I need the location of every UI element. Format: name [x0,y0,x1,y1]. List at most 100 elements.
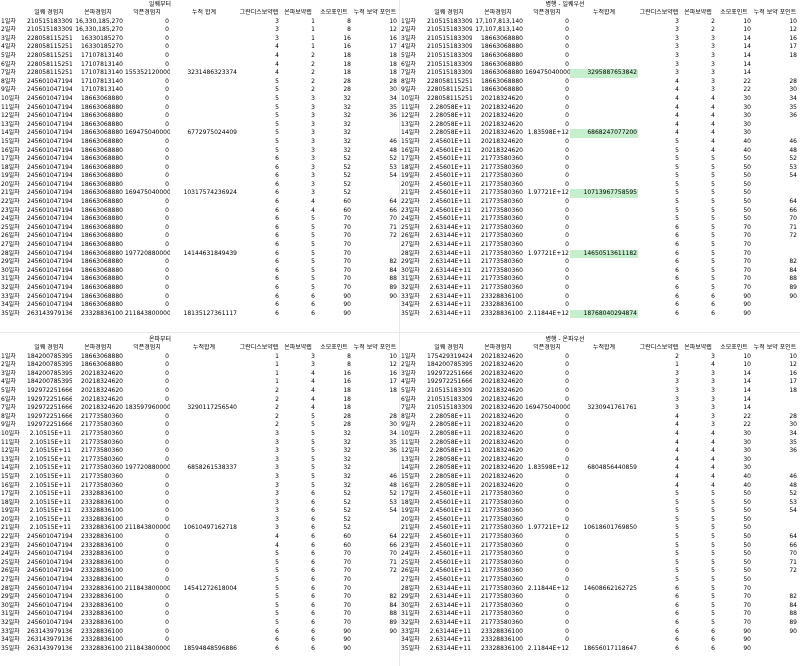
table-cell[interactable]: 90 [743,627,751,635]
table-cell[interactable]: 5 [311,438,315,446]
table-cell[interactable]: 0 [565,550,569,558]
table-cell[interactable] [570,636,638,645]
table-cell[interactable]: 1 [675,361,679,369]
table-cell[interactable]: 0 [565,215,569,223]
table-cell[interactable]: 4 [675,103,679,111]
table-cell[interactable] [352,129,398,138]
table-cell[interactable]: 0 [165,438,169,446]
table-cell[interactable]: 16 [343,43,351,51]
table-cell[interactable]: 70 [743,266,751,274]
table-cell[interactable]: 245601047194 [27,584,72,592]
table-cell[interactable]: 18663068880 [81,155,123,163]
table-cell[interactable]: 6 [675,241,679,249]
row-label-cell[interactable]: 26일차 [1,567,20,575]
table-cell[interactable]: 84 [389,601,397,609]
row-label-cell[interactable]: 10일차 [401,94,420,102]
row-label-cell[interactable]: 35일차 [1,644,20,652]
table-cell[interactable]: 18663068880 [81,301,123,309]
table-cell[interactable]: 50 [743,172,751,180]
table-cell[interactable]: 5 [711,524,715,532]
table-cell[interactable]: 6 [711,292,715,300]
table-cell[interactable]: 0 [165,610,169,618]
row-label-cell[interactable]: 25일차 [1,223,20,231]
row-label-cell[interactable]: 1일차 [1,17,16,25]
table-cell[interactable]: 20218324620 [481,472,523,480]
table-cell[interactable]: 6 [675,619,679,626]
table-cell[interactable] [170,456,238,465]
row-label-cell[interactable]: 24일차 [401,215,420,223]
table-cell[interactable]: 35 [789,438,797,446]
row-label-cell[interactable]: 34일차 [401,636,420,644]
table-cell[interactable]: 14 [743,69,751,77]
table-cell[interactable] [570,35,638,44]
table-cell[interactable] [352,636,398,645]
table-cell[interactable]: 2.28058E+11 [429,120,471,128]
table-cell[interactable]: 0 [165,241,169,249]
table-cell[interactable]: 263143979136 [27,636,72,644]
table-cell[interactable]: 90 [743,644,751,652]
table-cell[interactable]: 4 [275,51,279,59]
row-label-cell[interactable]: 4일차 [1,43,16,51]
row-label-cell[interactable]: 15일차 [401,137,420,145]
table-cell[interactable]: 20218324620 [481,421,523,429]
table-cell[interactable]: 5 [675,524,679,532]
table-cell[interactable]: 50 [743,524,751,532]
table-cell[interactable]: 2.45601E+11 [429,507,471,515]
table-cell[interactable]: 6 [311,515,315,523]
table-cell[interactable]: 0 [165,421,169,429]
table-cell[interactable]: 23328836100 [81,498,123,506]
table-cell[interactable]: 22 [743,77,751,85]
table-cell[interactable]: 70 [743,258,751,266]
table-cell[interactable]: 70 [343,619,351,626]
table-cell[interactable]: 228058115251 [27,34,72,42]
table-cell[interactable]: 5 [675,215,679,223]
table-cell[interactable]: 5 [675,541,679,549]
table-cell[interactable]: 2.63144E+11 [429,601,471,609]
table-cell[interactable]: 32 [343,103,351,111]
row-label-cell[interactable]: 15일차 [401,472,420,480]
table-cell[interactable]: 2 [275,421,279,429]
table-cell[interactable] [570,430,638,439]
table-cell[interactable]: 6 [311,292,315,300]
table-cell[interactable] [752,61,798,70]
table-cell[interactable]: 245601047194 [27,129,72,137]
table-cell[interactable] [170,353,238,362]
table-cell[interactable]: 6 [275,301,279,309]
table-cell[interactable]: 48 [789,481,797,489]
table-cell[interactable]: 8 [347,26,351,34]
table-cell[interactable]: 245601047194 [27,241,72,249]
row-label-cell[interactable]: 8일차 [401,77,416,85]
table-cell[interactable]: 21773580360 [481,515,523,523]
row-label-cell[interactable]: 26일차 [401,232,420,240]
table-cell[interactable]: 245601047194 [27,601,72,609]
table-cell[interactable] [352,404,398,413]
table-cell[interactable]: 30 [743,103,751,111]
table-cell[interactable]: 90 [343,627,351,635]
table-cell[interactable]: 88 [789,275,797,283]
table-cell[interactable]: 0 [165,43,169,51]
table-cell[interactable]: 50 [743,507,751,515]
table-cell[interactable] [170,224,238,233]
table-cell[interactable]: 70 [343,576,351,584]
table-cell[interactable] [570,215,638,224]
table-cell[interactable]: 18 [389,386,397,394]
table-cell[interactable]: 70 [743,584,751,592]
table-cell[interactable]: 0 [165,490,169,498]
table-cell[interactable]: 2.45601E+11 [429,189,471,197]
table-cell[interactable]: 16,330,185,270 [75,26,123,34]
table-cell[interactable]: 84 [789,266,797,274]
table-cell[interactable]: 3 [311,361,315,369]
table-cell[interactable]: 90 [389,292,397,300]
table-cell[interactable]: 2 [675,352,679,360]
table-cell[interactable]: 90 [743,301,751,309]
table-cell[interactable]: 4 [675,77,679,85]
table-cell[interactable]: 23328836100 [81,558,123,566]
table-cell[interactable]: 5 [311,232,315,240]
table-cell[interactable]: 3 [311,120,315,128]
column-header[interactable]: 온파보약렙 [284,344,312,351]
table-cell[interactable]: 32 [343,94,351,102]
table-cell[interactable]: 5 [275,86,279,94]
table-cell[interactable]: 5 [711,232,715,240]
table-cell[interactable]: 6 [311,627,315,635]
table-cell[interactable]: 21773580360 [81,438,123,446]
